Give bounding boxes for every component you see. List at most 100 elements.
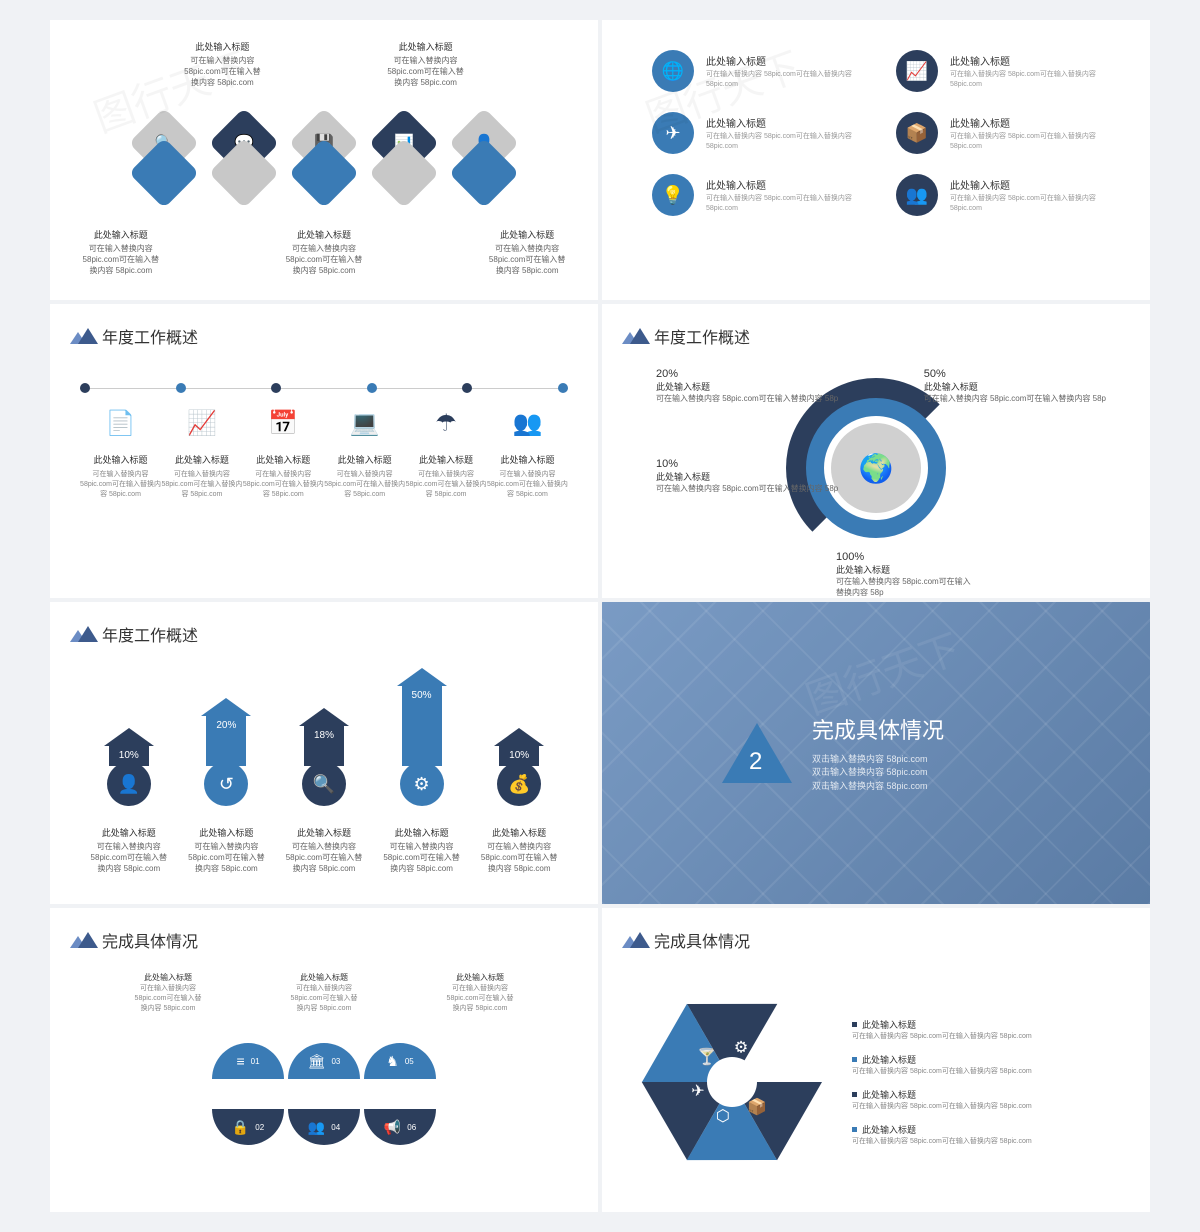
label: 此处输入标题可在输入替换内容 58pic.com可在输入替换内容 58pic.c… [182,40,263,88]
arrow-icon: ⚙ [400,762,444,806]
icon-item: 👥 此处输入标题可在输入替换内容 58pic.com可在输入替换内容 58pic… [896,174,1100,216]
circular-chart: 🌍 20%此处输入标题可在输入替换内容 58pic.com可在输入替换内容 58… [776,368,976,568]
label: 此处输入标题可在输入替换内容 58pic.com可在输入替换内容 58pic.c… [383,826,461,874]
callout: 20%此处输入标题可在输入替换内容 58pic.com可在输入替换内容 58p [656,368,838,404]
hc-icon: 🔒 [232,1119,249,1136]
hc-icon: 🏛 [308,1053,326,1070]
icon-item: 📈 此处输入标题可在输入替换内容 58pic.com可在输入替换内容 58pic… [896,50,1100,92]
slide-6-section: 2 完成具体情况 双击输入替换内容 58pic.com双击输入替换内容 58pi… [602,602,1150,904]
wedge-icon: ⚙ [734,1038,748,1058]
halfcircle: 👥04 [288,1109,360,1145]
hc-icon: 👥 [308,1119,325,1136]
timeline-dot [558,383,568,393]
halfcircle: 🔒02 [212,1109,284,1145]
section-triangle: 2 [722,723,792,783]
icon-grid: 🌐 此处输入标题可在输入替换内容 58pic.com可在输入替换内容 58pic… [622,40,1130,226]
halfcircle: ≡01 [212,1043,284,1079]
arrow-item: 20% ↺ [187,716,265,806]
arrow-item: 18% 🔍 [285,726,363,806]
circle-icon: 💡 [652,174,694,216]
slide-title: 年度工作概述 [654,324,750,348]
label: 此处输入标题可在输入替换内容 58pic.com可在输入替换内容 58pic.c… [283,228,364,276]
diamond-item: 🔍 [129,118,199,208]
wedge-icon: ✈ [691,1081,704,1101]
icon-item: 💡 此处输入标题可在输入替换内容 58pic.com可在输入替换内容 58pic… [652,174,856,216]
halfcircle-row-bot: 🔒02 👥04 📢06 [70,1109,578,1145]
mountain-icon [70,932,94,948]
slide-3: 年度工作概述 📄📈📅💻☂👥 此处输入标题可在输入替换内容 58pic.com可在… [50,304,598,598]
timeline-dot [176,383,186,393]
arrow-chart: 10% 👤 20% ↺ 18% 🔍 50% ⚙ 10% 💰 [80,666,568,806]
callout: 100%此处输入标题可在输入替换内容 58pic.com可在输入替换内容 58p [836,551,976,598]
halfcircle: 📢06 [364,1109,436,1145]
timeline: 📄📈📅💻☂👥 此处输入标题可在输入替换内容 58pic.com可在输入替换内容 … [80,388,568,499]
callout: 10%此处输入标题可在输入替换内容 58pic.com可在输入替换内容 58p [656,458,838,494]
slide-5: 年度工作概述 10% 👤 20% ↺ 18% 🔍 50% ⚙ 10% 💰 此处输… [50,602,598,904]
halfcircle: ♞05 [364,1043,436,1079]
halfcircle: 🏛03 [288,1043,360,1079]
circle-icon: 👥 [896,174,938,216]
halfcircle-row-top: ≡01 🏛03 ♞05 [70,1043,578,1079]
mountain-icon [622,932,646,948]
wedge-icon: ⬡ [716,1106,730,1126]
label: 此处输入标题可在输入替换内容 58pic.com可在输入替换内容 58pic.c… [385,40,466,88]
slide-4: 年度工作概述 🌍 20%此处输入标题可在输入替换内容 58pic.com可在输入… [602,304,1150,598]
label: 此处输入标题可在输入替换内容 58pic.com可在输入替换内容 58pic.c… [285,826,363,874]
slide-title: 完成具体情况 [102,928,198,952]
slide-title: 完成具体情况 [654,928,750,952]
timeline-dot [367,383,377,393]
label: 此处输入标题可在输入替换内容 58pic.com可在输入替换内容 58pic.c… [480,826,558,874]
timeline-icon: 💻 [324,409,405,438]
arrow-item: 50% ⚙ [383,686,461,806]
hc-icon: 📢 [384,1119,401,1136]
slide-2: 🌐 此处输入标题可在输入替换内容 58pic.com可在输入替换内容 58pic… [602,20,1150,300]
timeline-label: 此处输入标题可在输入替换内容 58pic.com可在输入替换内容 58pic.c… [243,453,324,499]
circle-icon: 🌐 [652,50,694,92]
timeline-label: 此处输入标题可在输入替换内容 58pic.com可在输入替换内容 58pic.c… [80,453,161,499]
timeline-label: 此处输入标题可在输入替换内容 58pic.com可在输入替换内容 58pic.c… [487,453,568,499]
diamond-row: 🔍 💬 💾 📊 👤 [70,118,578,208]
watermark: 图行天下 [797,616,967,725]
timeline-dot [271,383,281,393]
icon-item: 🌐 此处输入标题可在输入替换内容 58pic.com可在输入替换内容 58pic… [652,50,856,92]
fan-label: 此处输入标题可在输入替换内容 58pic.com可在输入替换内容 58pic.c… [852,1088,1032,1111]
diamond-item: 👤 [449,118,519,208]
timeline-icon: ☂ [406,409,487,438]
globe-icon: 🌍 [831,423,921,513]
timeline-label: 此处输入标题可在输入替换内容 58pic.com可在输入替换内容 58pic.c… [406,453,487,499]
slide-title: 年度工作概述 [102,324,198,348]
mountain-icon [70,328,94,344]
timeline-icon: 📄 [80,409,161,438]
timeline-icon: 📅 [243,409,324,438]
label: 此处输入标题可在输入替换内容 58pic.com可在输入替换内容 58pic.c… [80,228,161,276]
timeline-icon: 📈 [161,409,242,438]
callout: 50%此处输入标题可在输入替换内容 58pic.com可在输入替换内容 58p [924,368,1106,404]
label: 此处输入标题可在输入替换内容 58pic.com可在输入替换内容 58pic.c… [90,826,168,874]
timeline-label: 此处输入标题可在输入替换内容 58pic.com可在输入替换内容 58pic.c… [324,453,405,499]
slide-1: 此处输入标题可在输入替换内容 58pic.com可在输入替换内容 58pic.c… [50,20,598,300]
label: 此处输入标题可在输入替换内容 58pic.com可在输入替换内容 58pic.c… [187,826,265,874]
mountain-icon [70,626,94,642]
circle-icon: ✈ [652,112,694,154]
timeline-icon: 👥 [487,409,568,438]
timeline-dot [80,383,90,393]
diamond-item: 📊 [369,118,439,208]
slide-title: 年度工作概述 [102,622,198,646]
timeline-dot [462,383,472,393]
label: 此处输入标题可在输入替换内容 58pic.com可在输入替换内容 58pic.c… [133,972,203,1013]
label: 此处输入标题可在输入替换内容 58pic.com可在输入替换内容 58pic.c… [445,972,515,1013]
section-desc: 双击输入替换内容 58pic.com双击输入替换内容 58pic.com双击输入… [812,753,944,794]
diamond-item: 💾 [289,118,359,208]
arrow-item: 10% 👤 [90,746,168,806]
arrow-item: 10% 💰 [480,746,558,806]
icon-item: ✈ 此处输入标题可在输入替换内容 58pic.com可在输入替换内容 58pic… [652,112,856,154]
icon-item: 📦 此处输入标题可在输入替换内容 58pic.com可在输入替换内容 58pic… [896,112,1100,154]
circle-icon: 📦 [896,112,938,154]
timeline-label: 此处输入标题可在输入替换内容 58pic.com可在输入替换内容 58pic.c… [161,453,242,499]
slide-7: 完成具体情况 此处输入标题可在输入替换内容 58pic.com可在输入替换内容 … [50,908,598,1212]
mountain-icon [622,328,646,344]
arrow-icon: 💰 [497,762,541,806]
arrow-icon: 👤 [107,762,151,806]
fan-label: 此处输入标题可在输入替换内容 58pic.com可在输入替换内容 58pic.c… [852,1018,1032,1041]
arrow-icon: ↺ [204,762,248,806]
